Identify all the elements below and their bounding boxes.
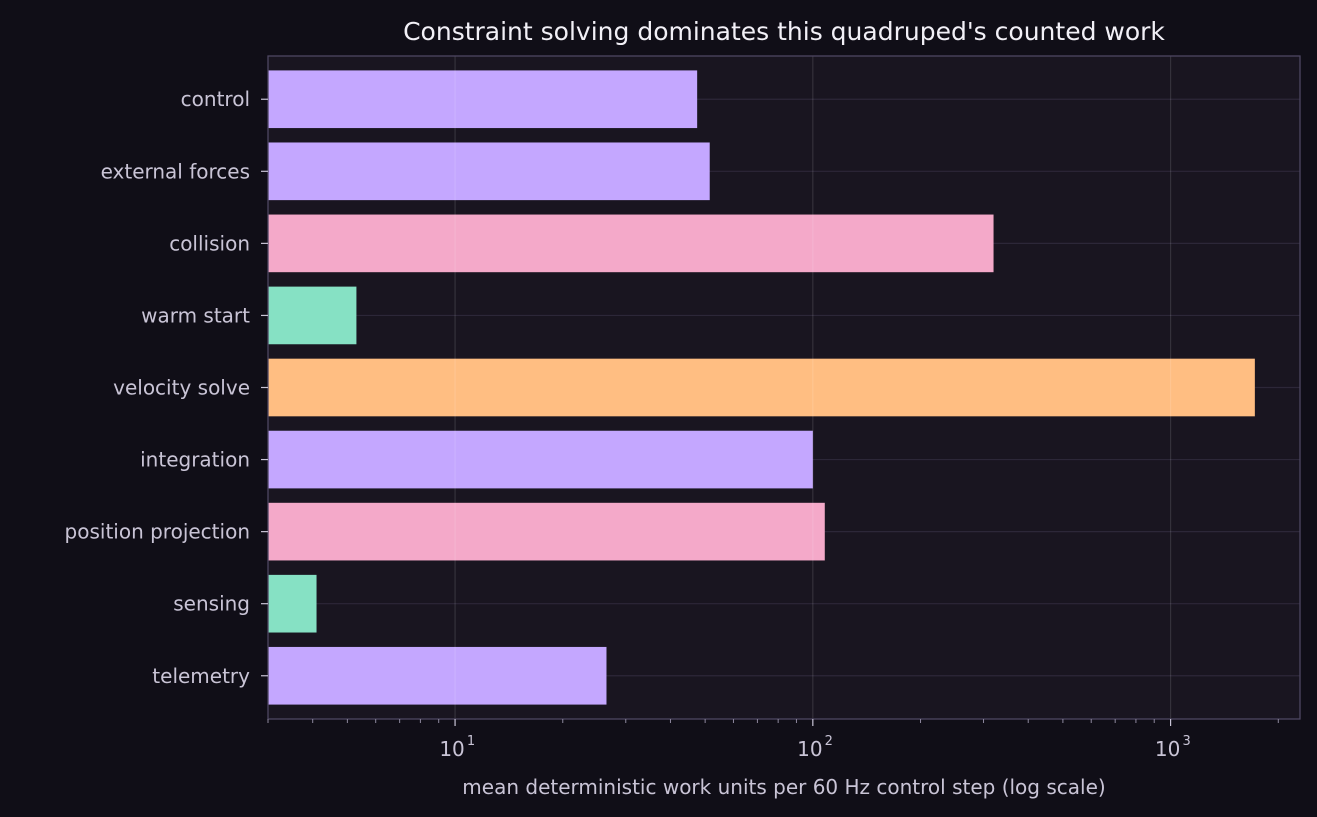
y-tick-label: sensing [173,592,250,616]
bar-external-forces [268,142,710,201]
y-tick-label: control [181,87,250,111]
chart-title: Constraint solving dominates this quadru… [403,17,1165,46]
x-tick-label: 10 [797,737,822,761]
y-tick-label: collision [169,231,250,255]
x-tick-exponent: 2 [825,734,833,749]
bar-position-projection [268,502,825,561]
y-tick-label: velocity solve [113,376,250,400]
bar-collision [268,214,994,273]
y-tick-label: telemetry [152,664,250,688]
bars [268,70,1255,705]
x-tick-label: 10 [1155,737,1180,761]
x-axis-label: mean deterministic work units per 60 Hz … [462,775,1105,799]
bar-sensing [268,574,317,633]
y-tick-label: position projection [65,520,250,544]
vertical-gridlines [454,56,1172,719]
x-axis: 10 1 10 2 10 3 [267,719,1279,761]
y-tick-label: external forces [101,159,250,183]
y-tick-label: integration [140,448,250,472]
x-tick-exponent: 1 [467,734,475,749]
y-axis: control external forces collision warm star… [65,87,268,688]
bar-control [268,70,698,129]
y-tick-label: warm start [141,303,250,327]
bar-telemetry [268,646,607,705]
bar-velocity-solve [268,358,1255,417]
bar-integration [268,430,813,489]
x-tick-label: 10 [439,737,464,761]
x-tick-exponent: 3 [1182,734,1190,749]
bar-warm-start [268,286,357,345]
